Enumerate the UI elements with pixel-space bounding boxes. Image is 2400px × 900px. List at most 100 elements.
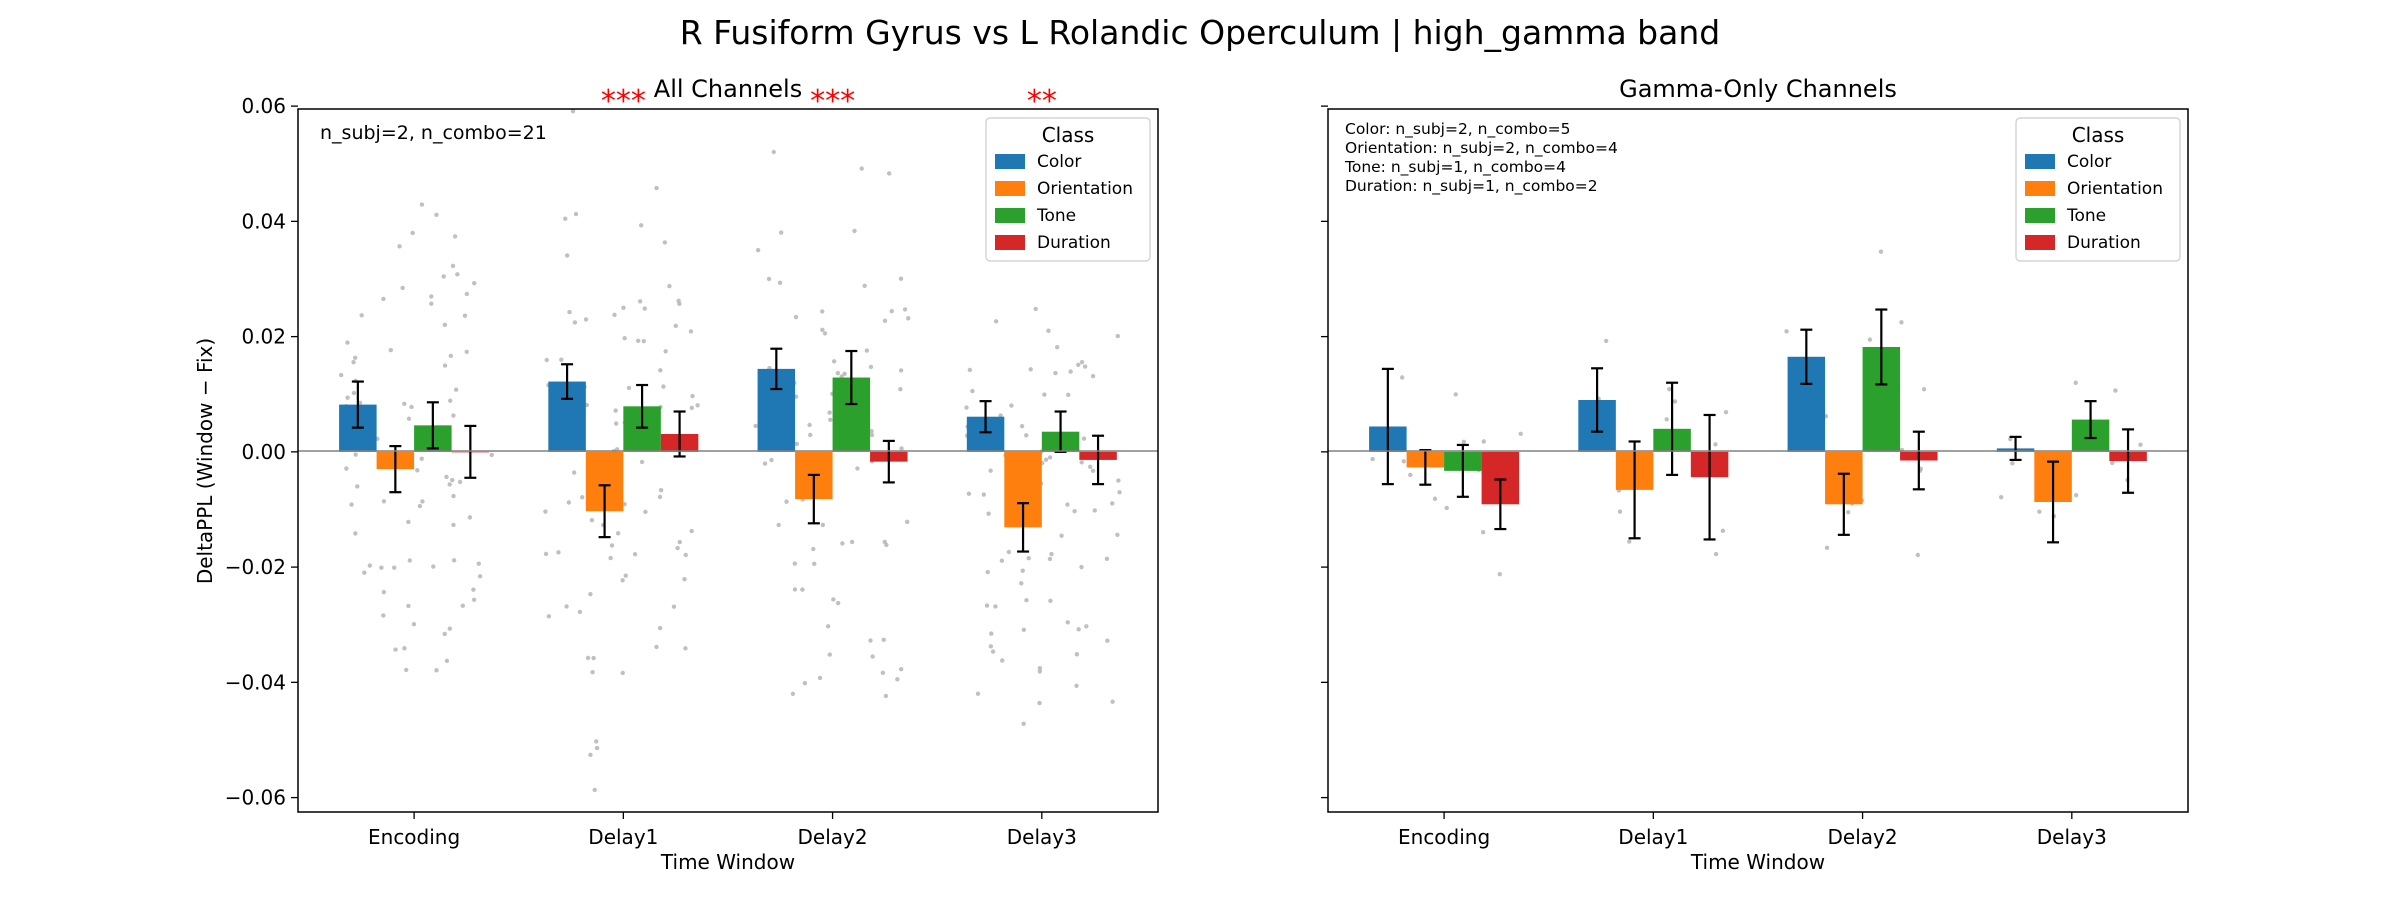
left-panel-sample-point: [564, 253, 570, 258]
left-panel-sample-point: [543, 551, 549, 557]
left-panel-y-tick-label: −0.04: [225, 670, 286, 694]
left-panel-sample-point: [990, 649, 996, 654]
left-panel-legend-label-duration: Duration: [1037, 233, 1111, 253]
left-panel-sample-point: [1074, 683, 1079, 688]
right-panel-sample-point: [1617, 509, 1623, 514]
left-panel-sample-point: [450, 263, 456, 269]
left-panel-sample-point: [608, 555, 613, 561]
left-panel-sample-point: [592, 787, 597, 793]
left-panel-sample-point: [895, 677, 900, 682]
right-panel-sample-point: [1461, 439, 1467, 445]
left-panel-sample-point: [353, 531, 358, 536]
left-panel-y-axis-label: DeltaPPL (Window − Fix): [193, 338, 217, 584]
left-panel-sample-point: [792, 587, 798, 592]
right-panel-sample-point: [2010, 461, 2015, 466]
left-panel-sample-point: [1021, 627, 1027, 632]
left-panel-sample-point: [641, 338, 646, 344]
left-panel-sample-point: [1065, 502, 1070, 507]
left-panel-sample-point: [771, 149, 776, 155]
left-panel-sample-point: [1037, 669, 1043, 674]
left-panel-sample-point: [827, 410, 832, 415]
left-panel-sample-point: [1021, 721, 1026, 727]
right-panel-plot-frame: [1327, 108, 2189, 813]
right-panel-sample-point: [1481, 439, 1486, 444]
left-panel-sample-point: [852, 228, 857, 234]
left-panel-sample-point: [591, 655, 596, 661]
left-panel-sample-point: [695, 403, 700, 408]
left-panel-sample-point: [453, 387, 459, 392]
right-panel-sample-point: [2037, 509, 2042, 514]
left-panel-sample-point: [464, 349, 469, 354]
left-panel-sample-point: [462, 313, 468, 318]
left-panel-sample-point: [355, 484, 360, 489]
left-panel-sample-point: [1116, 478, 1121, 483]
left-panel-sample-point: [573, 211, 579, 217]
right-panel-sample-point: [1846, 509, 1851, 515]
left-panel-sample-point: [1043, 457, 1049, 462]
left-panel-y-tick-label: −0.02: [225, 555, 286, 579]
left-panel-sample-point: [1076, 362, 1081, 368]
left-panel-sample-point: [406, 519, 411, 525]
left-panel-sample-point: [970, 388, 975, 394]
right-panel-legend-title: Class: [2072, 123, 2125, 147]
left-panel-sample-point: [1042, 392, 1047, 397]
right-panel-sample-point: [1720, 528, 1726, 534]
left-panel-sample-point: [1104, 556, 1110, 562]
right-panel-legend-label-color: Color: [2067, 152, 2111, 172]
left-panel-sample-point: [862, 283, 867, 289]
right-panel: Gamma-Only Channels Time Window Color: n…: [1327, 75, 2189, 874]
left-panel-sample-point: [452, 234, 458, 239]
right-panel-sample-point: [1497, 571, 1502, 577]
left-panel-sample-point: [564, 604, 569, 609]
left-panel-sample-point: [842, 371, 847, 376]
left-panel-sample-point: [351, 390, 357, 396]
right-panel-sample-point: [1453, 392, 1458, 397]
left-panel-sample-point: [407, 558, 413, 563]
left-panel: All Channels DeltaPPL (Window − Fix) Tim…: [193, 75, 1159, 874]
left-panel-sample-point: [682, 576, 687, 582]
left-panel-sample-point: [357, 400, 363, 405]
left-panel-legend-swatch-color: [995, 154, 1025, 169]
left-panel-sample-point: [1026, 555, 1031, 561]
right-panel-sample-point: [1480, 530, 1486, 535]
left-panel-sample-point: [1028, 367, 1033, 372]
left-panel-significance-delay2: ***: [810, 84, 855, 119]
left-panel-sample-point: [626, 385, 632, 391]
left-panel-sample-point: [477, 574, 483, 579]
left-panel-sample-point: [622, 335, 627, 341]
left-panel-sample-point: [820, 522, 826, 528]
left-panel-sample-point: [613, 421, 619, 426]
right-panel-legend: Class Color Orientation Tone Duration: [2015, 117, 2181, 262]
left-panel-sample-point: [543, 509, 548, 514]
left-panel-sample-point: [884, 542, 889, 548]
left-panel-sample-point: [1081, 436, 1087, 441]
left-panel-sample-point: [639, 459, 645, 465]
left-panel-sample-point: [434, 212, 439, 217]
right-panel-sample-point: [1878, 249, 1884, 254]
right-panel-sample-point: [1915, 552, 1921, 558]
left-panel-sample-point: [442, 363, 448, 368]
left-panel-sample-point: [420, 499, 425, 504]
left-panel-title: All Channels: [654, 75, 802, 103]
left-panel-sample-point: [419, 202, 425, 207]
left-panel-sample-point: [662, 240, 668, 245]
right-panel-sample-point: [2110, 460, 2115, 466]
left-panel-sample-point: [1087, 464, 1093, 470]
left-panel-sample-point: [639, 223, 644, 228]
left-panel-sample-point: [417, 503, 423, 509]
left-panel-sample-point: [883, 693, 889, 699]
left-panel-sample-point: [776, 522, 781, 528]
left-panel-sample-point: [769, 457, 774, 463]
left-panel-sample-point: [406, 603, 411, 609]
left-panel-legend-swatch-duration: [995, 235, 1025, 250]
left-panel-sample-point: [344, 466, 349, 471]
left-panel-sample-point: [658, 488, 664, 493]
left-panel-sample-point: [1037, 700, 1042, 706]
left-panel-sample-point: [898, 276, 904, 281]
right-panel-sample-point: [1667, 386, 1672, 392]
left-panel-sample-point: [1009, 403, 1014, 408]
left-panel-sample-point: [419, 456, 424, 461]
left-panel-sample-point: [657, 625, 663, 631]
left-panel-sample-point: [345, 340, 350, 345]
